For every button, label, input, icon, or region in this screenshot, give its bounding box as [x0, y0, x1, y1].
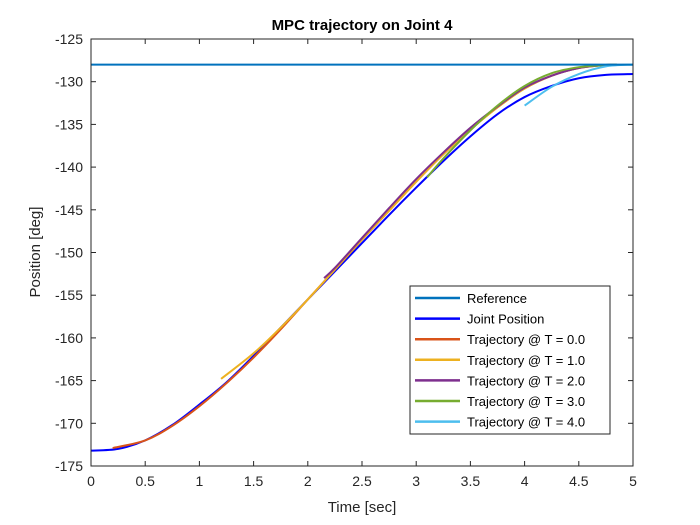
y-tick-label: -135 — [55, 116, 83, 132]
legend-label: Trajectory @ T = 2.0 — [467, 373, 585, 388]
y-tick-label: -170 — [55, 415, 83, 431]
x-tick-label: 2 — [304, 473, 312, 489]
legend-label: Trajectory @ T = 0.0 — [467, 332, 585, 347]
series-layer — [90, 63, 634, 452]
x-tick-label: 3.5 — [461, 473, 481, 489]
x-tick-label: 0 — [87, 473, 95, 489]
y-tick-label: -165 — [55, 373, 83, 389]
x-tick-label: 1 — [196, 473, 204, 489]
legend-label: Trajectory @ T = 4.0 — [467, 415, 585, 430]
y-tick-label: -130 — [55, 74, 83, 90]
y-ticks: -175 -170 -165 -160 -155 -150 -145 -140 -135 -130… — [55, 31, 633, 474]
legend: Reference Joint Position Trajectory @ T = … — [409, 285, 611, 435]
y-tick-label: -155 — [55, 287, 83, 303]
y-tick-label: -175 — [55, 458, 83, 474]
legend-label: Trajectory @ T = 1.0 — [467, 353, 585, 368]
x-tick-label: 5 — [629, 473, 637, 489]
y-tick-label: -150 — [55, 245, 83, 261]
x-axis-label: Time [sec] — [328, 499, 397, 516]
y-axis-label: Position [deg] — [27, 207, 44, 298]
x-ticks: 0 0.5 1 1.5 2 2.5 3 3.5 4 4.5 5 — [87, 39, 637, 489]
legend-label: Reference — [467, 291, 527, 306]
x-tick-label: 3 — [412, 473, 420, 489]
y-tick-label: -160 — [55, 330, 83, 346]
y-tick-label: -145 — [55, 202, 83, 218]
x-tick-label: 4.5 — [569, 473, 589, 489]
legend-label: Trajectory @ T = 3.0 — [467, 394, 585, 409]
y-tick-label: -140 — [55, 159, 83, 175]
x-tick-label: 4 — [521, 473, 529, 489]
x-tick-label: 0.5 — [135, 473, 155, 489]
x-tick-label: 1.5 — [244, 473, 264, 489]
x-tick-label: 2.5 — [352, 473, 372, 489]
y-tick-label: -125 — [55, 31, 83, 47]
legend-label: Joint Position — [467, 312, 544, 327]
chart-title: MPC trajectory on Joint 4 — [272, 17, 454, 34]
